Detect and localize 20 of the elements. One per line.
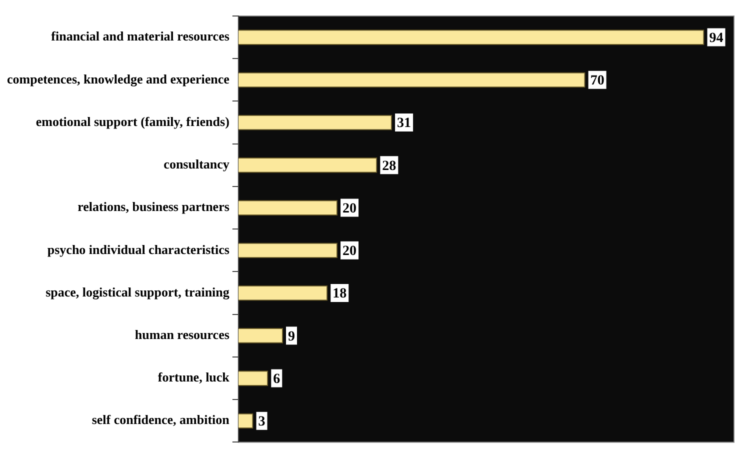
data-label: 9 [288,329,296,344]
data-label: 18 [332,286,347,302]
y-tick-label: fortune, luck [158,370,230,385]
data-label: 28 [382,158,396,174]
y-tick-label: competences, knowledge and experience [6,71,230,86]
y-tick-label: emotional support (family, friends) [36,114,230,129]
y-tick-label: human resources [134,327,230,342]
data-label: 6 [273,372,280,387]
y-tick-label: financial and material resources [51,28,230,44]
y-tick-label: self confidence, ambition [92,412,230,428]
data-label: 3 [258,414,266,430]
data-label: 20 [342,201,357,216]
y-tick-label: psycho individual characteristics [47,242,230,257]
y-tick-label: consultancy [164,156,230,172]
y-tick-label: relations, business partners [78,199,230,214]
y-tick-label: space, logistical support, training [46,284,230,300]
data-label: 94 [709,30,724,46]
data-label: 70 [590,74,604,89]
data-label: 31 [397,116,412,132]
data-label: 20 [342,244,357,260]
